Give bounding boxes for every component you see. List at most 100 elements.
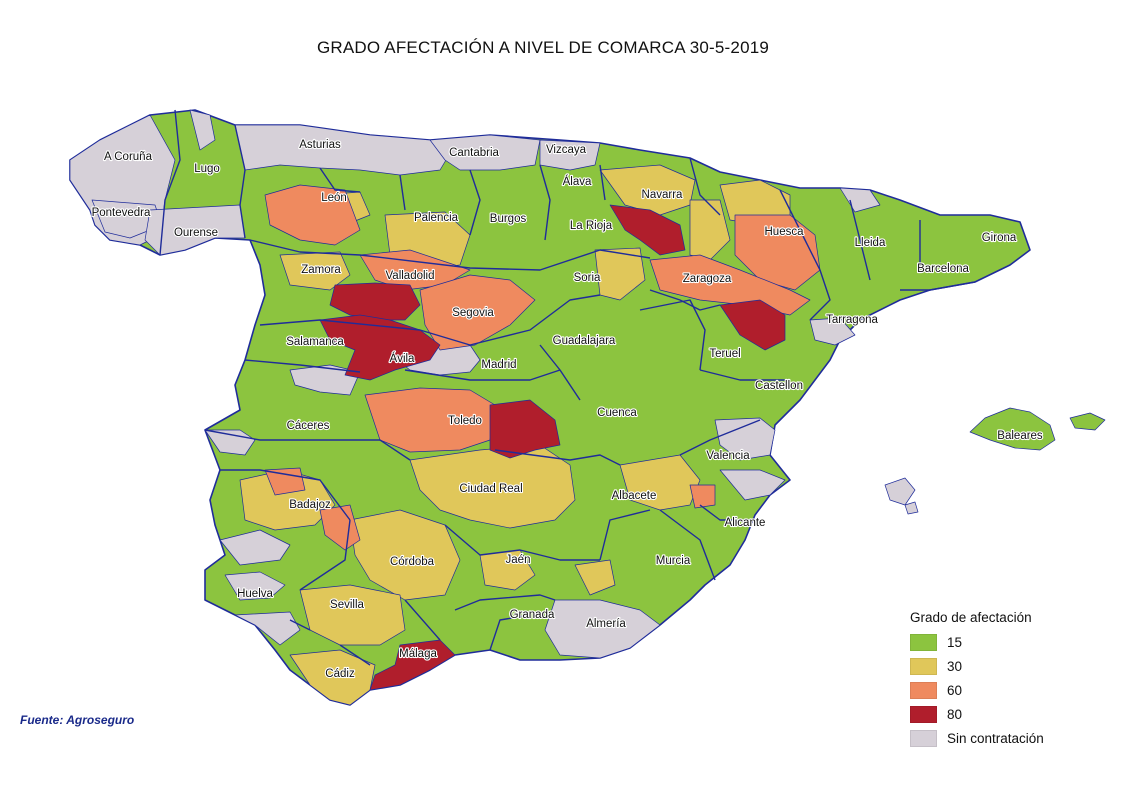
province-border bbox=[404, 369, 561, 381]
province-label-alava: Álava bbox=[563, 175, 592, 188]
province-label-zamora: Zamora bbox=[301, 264, 341, 276]
region-huelva-grey bbox=[224, 571, 286, 601]
province-border bbox=[234, 124, 246, 239]
province-label-girona: Girona bbox=[982, 232, 1017, 244]
province-border bbox=[599, 164, 606, 201]
province-label-cantabria: Cantabria bbox=[449, 147, 499, 159]
province-label-cuenca: Cuenca bbox=[597, 407, 637, 419]
province-border bbox=[779, 189, 821, 271]
region-toledo-red bbox=[489, 399, 561, 459]
legend-item-15: 15 bbox=[910, 630, 1044, 654]
province-border bbox=[469, 169, 481, 236]
province-label-ciudad-real: Ciudad Real bbox=[459, 483, 522, 495]
region-albacete-orange bbox=[689, 484, 716, 509]
region-alicante-grey bbox=[719, 469, 786, 501]
legend-label-80: 80 bbox=[947, 706, 963, 722]
province-label-valencia: Valencia bbox=[706, 450, 750, 462]
region-cadiz-grey bbox=[234, 611, 301, 646]
legend-swatch-30 bbox=[910, 657, 937, 675]
province-border bbox=[204, 429, 380, 441]
legend-item-80: 80 bbox=[910, 702, 1044, 726]
legend-item-sin-contratacion: Sin contratación bbox=[910, 726, 1044, 750]
province-border bbox=[539, 164, 551, 241]
province-label-badajoz: Badajoz bbox=[289, 499, 331, 511]
region-cadiz bbox=[289, 649, 376, 706]
province-label-cadiz: Cádiz bbox=[325, 668, 355, 680]
region-ibiza bbox=[884, 477, 916, 506]
province-border bbox=[379, 439, 411, 461]
province-border bbox=[249, 239, 651, 271]
province-label-cordoba: Córdoba bbox=[390, 556, 435, 568]
province-border bbox=[679, 419, 761, 456]
region-avila bbox=[319, 314, 441, 381]
province-label-murcia: Murcia bbox=[656, 555, 691, 567]
province-border bbox=[319, 167, 361, 193]
province-label-caceres: Cáceres bbox=[287, 420, 330, 432]
province-border bbox=[599, 509, 651, 561]
region-valencia-grey bbox=[714, 417, 776, 461]
region-zaragoza bbox=[649, 254, 811, 316]
province-label-huesca: Huesca bbox=[765, 226, 805, 238]
province-border bbox=[159, 109, 181, 256]
legend-label-15: 15 bbox=[947, 634, 963, 650]
province-border bbox=[489, 614, 531, 651]
region-baleares bbox=[969, 407, 1056, 451]
province-border bbox=[699, 369, 790, 381]
region-malaga bbox=[369, 639, 456, 691]
province-border bbox=[244, 359, 361, 373]
legend-title: Grado de afectación bbox=[910, 610, 1032, 625]
province-label-toledo: Toledo bbox=[448, 415, 482, 427]
province-border bbox=[699, 504, 760, 521]
province-border bbox=[404, 599, 441, 641]
province-label-soria: Soria bbox=[574, 272, 601, 284]
region-pyrenees-grey bbox=[839, 187, 881, 213]
province-border bbox=[339, 644, 371, 666]
province-label-salamanca: Salamanca bbox=[286, 336, 344, 348]
map-regions bbox=[69, 109, 1106, 706]
province-label-valladolid: Valladolid bbox=[385, 270, 434, 282]
province-border bbox=[659, 509, 716, 581]
map-title: GRADO AFECTACIÓN A NIVEL DE COMARCA 30-5… bbox=[316, 38, 770, 57]
province-label-albacete: Albacete bbox=[612, 490, 657, 502]
province-label-lugo: Lugo bbox=[194, 163, 220, 175]
province-border bbox=[494, 449, 621, 466]
province-label-navarra: Navarra bbox=[642, 189, 684, 201]
legend-label-30: 30 bbox=[947, 658, 963, 674]
province-border bbox=[639, 299, 706, 371]
province-label-madrid: Madrid bbox=[481, 359, 516, 371]
province-label-baleares: Baleares bbox=[997, 430, 1043, 442]
region-zamora bbox=[279, 251, 351, 291]
province-labels: A Coruña Lugo Asturias Cantabria Vizcaya Álav… bbox=[90, 138, 1044, 681]
province-border bbox=[539, 344, 581, 401]
legend-item-60: 60 bbox=[910, 678, 1044, 702]
province-label-alicante: Alicante bbox=[725, 517, 766, 529]
legend-label-sin-contratacion: Sin contratación bbox=[947, 730, 1044, 746]
province-border bbox=[649, 289, 721, 311]
legend-swatch-sin-contratacion bbox=[910, 729, 937, 747]
province-label-lleida: Lleida bbox=[855, 237, 886, 249]
province-border bbox=[849, 199, 871, 281]
region-badajoz-orange bbox=[264, 467, 306, 496]
province-label-barcelona: Barcelona bbox=[917, 263, 969, 275]
legend-swatch-15 bbox=[910, 633, 937, 651]
region-leon bbox=[264, 184, 361, 246]
province-label-guadalajara: Guadalajara bbox=[553, 335, 616, 347]
province-label-avila: Ávila bbox=[390, 352, 416, 365]
province-label-asturias: Asturias bbox=[299, 139, 341, 151]
province-label-granada: Granada bbox=[510, 609, 555, 621]
province-label-teruel: Teruel bbox=[709, 348, 740, 360]
province-label-sevilla: Sevilla bbox=[330, 599, 364, 611]
province-border bbox=[900, 281, 976, 291]
region-asturias bbox=[234, 124, 456, 176]
region-soria-yellow bbox=[594, 247, 646, 301]
province-border bbox=[689, 157, 721, 216]
region-valladolid bbox=[329, 282, 421, 321]
region-formentera bbox=[904, 501, 919, 515]
province-border bbox=[454, 594, 556, 611]
province-label-zaragoza: Zaragoza bbox=[683, 273, 732, 285]
province-border bbox=[299, 519, 351, 591]
province-label-malaga: Málaga bbox=[399, 648, 437, 660]
province-label-pontevedra: Pontevedra bbox=[92, 207, 151, 219]
province-label-almeria: Almería bbox=[586, 618, 626, 630]
legend-swatch-80 bbox=[910, 705, 937, 723]
